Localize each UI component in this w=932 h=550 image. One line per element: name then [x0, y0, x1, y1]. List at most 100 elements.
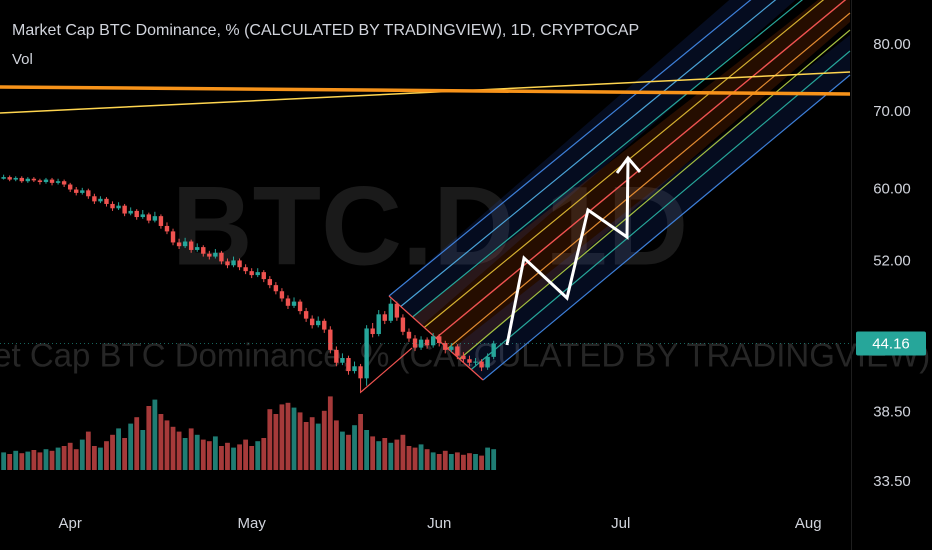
- channel-line: [412, 0, 804, 318]
- candle-body: [128, 210, 133, 214]
- candle-body: [455, 346, 460, 356]
- candle-body: [400, 317, 406, 332]
- candle-layer: [1, 174, 496, 394]
- candle-body: [340, 358, 345, 363]
- band-fill: [450, 35, 850, 380]
- candle-body: [134, 210, 139, 218]
- x-tick-label: Jun: [427, 515, 451, 532]
- candle-body: [328, 329, 333, 350]
- volume-bar: [279, 404, 285, 470]
- volume-bar: [412, 447, 418, 470]
- candle-body: [285, 298, 291, 306]
- candle-body: [243, 267, 248, 272]
- candle-body: [303, 311, 309, 319]
- candle-body: [267, 279, 273, 286]
- volume-bar: [158, 414, 164, 470]
- candle-body: [122, 205, 127, 214]
- volume-bar: [430, 452, 436, 470]
- candle-body: [437, 336, 442, 344]
- volume-bar: [309, 417, 315, 470]
- volume-label: Vol: [12, 51, 33, 68]
- volume-bar: [485, 447, 491, 470]
- volume-bar: [352, 425, 357, 470]
- candle-body: [158, 216, 164, 226]
- candle-body: [273, 285, 279, 292]
- channel-line: [459, 29, 851, 360]
- volume-bar: [128, 423, 134, 470]
- y-tick-label: 70.00: [873, 103, 911, 120]
- channel-line: [447, 12, 851, 349]
- volume-bar: [346, 434, 351, 470]
- y-tick-label: 33.50: [873, 473, 911, 490]
- volume-bar: [418, 444, 424, 470]
- volume-bar: [255, 441, 261, 470]
- volume-bar: [467, 453, 472, 470]
- candle-body: [412, 338, 418, 348]
- volume-bar: [206, 441, 212, 470]
- candle-body: [92, 196, 97, 202]
- candle-body: [316, 320, 321, 326]
- candle-body: [297, 301, 303, 312]
- volume-bar: [194, 434, 200, 470]
- candle-body: [55, 181, 61, 183]
- candle-body: [152, 216, 158, 221]
- projection-arrow: [505, 159, 630, 346]
- volume-bar: [267, 409, 273, 470]
- y-tick-label: 60.00: [873, 180, 911, 197]
- volume-bar: [146, 406, 152, 470]
- volume-bar: [104, 441, 109, 470]
- candle-body: [213, 252, 218, 257]
- y-tick-label: 38.50: [873, 403, 911, 420]
- candle-body: [473, 361, 478, 363]
- candle-body: [382, 314, 387, 321]
- volume-bar: [79, 439, 85, 470]
- candle-body: [352, 366, 357, 372]
- candle-body: [195, 247, 200, 250]
- candle-body: [467, 359, 472, 363]
- y-tick-label: 52.00: [873, 252, 911, 269]
- volume-bar: [303, 422, 309, 470]
- volume-bar: [19, 453, 25, 470]
- candle-body: [418, 339, 424, 348]
- volume-bar: [394, 439, 400, 470]
- volume-bar: [454, 452, 460, 470]
- volume-bar: [188, 428, 194, 470]
- candle-body: [98, 198, 103, 202]
- volume-bar: [152, 399, 158, 470]
- channel-line: [388, 0, 752, 297]
- volume-bar: [225, 442, 230, 470]
- candle-body: [424, 339, 430, 346]
- candle-body: [170, 231, 176, 243]
- candle-body: [291, 301, 297, 306]
- volume-bar: [25, 451, 31, 470]
- candle-body: [443, 343, 448, 350]
- volume-bar: [273, 414, 279, 470]
- volume-bar: [13, 450, 19, 470]
- volume-bar: [436, 454, 442, 470]
- volume-bar: [49, 450, 55, 470]
- candle-body: [80, 190, 85, 193]
- candle-body: [37, 180, 43, 183]
- candle-body: [86, 190, 91, 197]
- candle-body: [461, 355, 466, 360]
- volume-bar: [442, 450, 448, 470]
- candle-body: [309, 318, 315, 326]
- candle-body: [261, 272, 266, 280]
- volume-bar: [170, 426, 176, 470]
- volume-bar: [376, 441, 382, 470]
- candle-body: [67, 184, 73, 190]
- candle-body: [104, 198, 109, 204]
- median-line: [435, 0, 847, 339]
- volume-bar: [237, 444, 242, 470]
- volume-bar: [261, 438, 267, 470]
- channel-line: [482, 74, 851, 381]
- candle-body: [249, 271, 254, 276]
- x-tick-label: Aug: [795, 515, 822, 532]
- volume-bar: [327, 396, 333, 470]
- volume-bar: [297, 412, 303, 470]
- volume-bar: [364, 430, 370, 470]
- x-tick-label: May: [238, 515, 267, 532]
- candle-body: [201, 247, 206, 254]
- trend-line: [0, 71, 851, 114]
